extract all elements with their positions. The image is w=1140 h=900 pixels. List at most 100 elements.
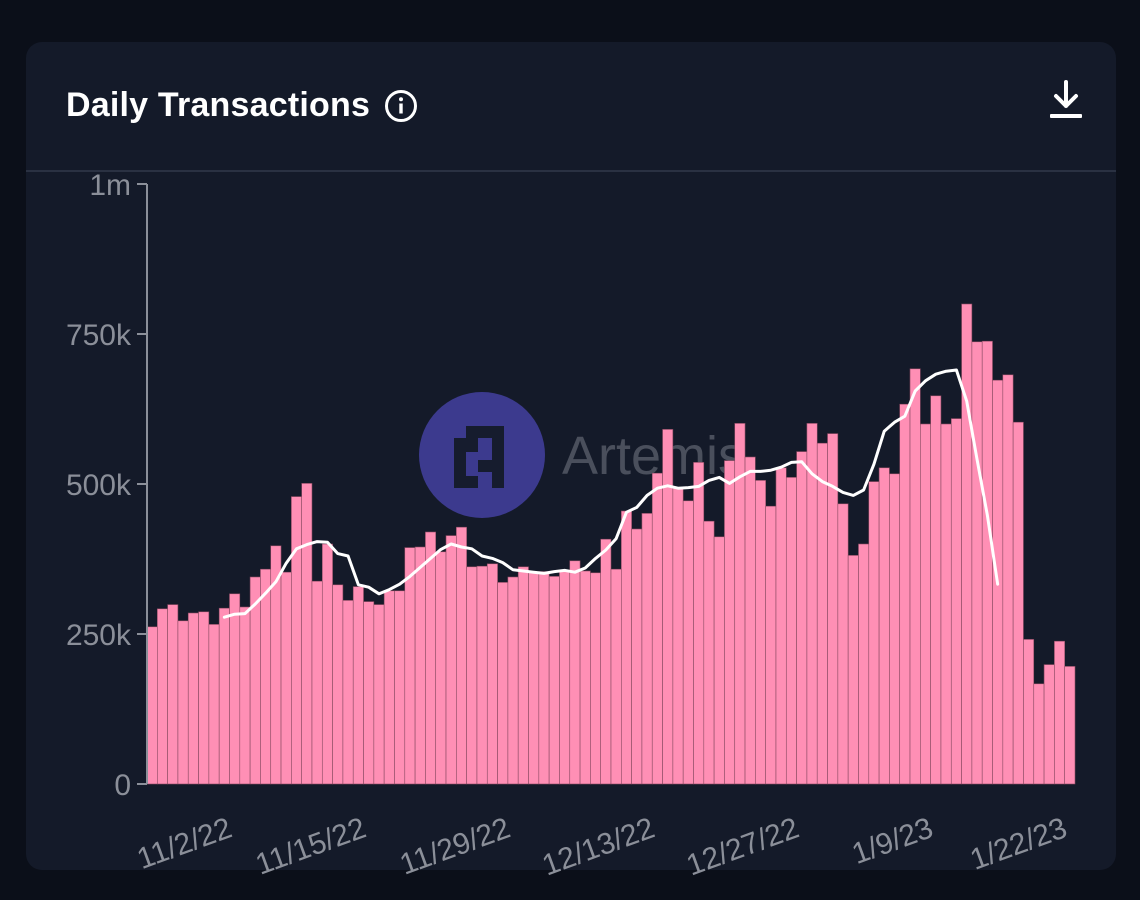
download-button[interactable] xyxy=(1046,78,1086,122)
bar xyxy=(868,481,880,785)
bar xyxy=(559,571,571,785)
y-tick-label: 500k xyxy=(66,469,132,502)
bar xyxy=(693,462,705,785)
bar xyxy=(497,582,509,785)
bar xyxy=(579,570,591,785)
moving-average-line xyxy=(222,368,1000,619)
line-layer xyxy=(222,368,1000,619)
bar xyxy=(260,568,272,785)
bar xyxy=(878,467,890,785)
bar xyxy=(394,590,406,785)
bar xyxy=(198,611,210,785)
bar xyxy=(157,608,168,785)
bar xyxy=(342,600,354,785)
bar xyxy=(373,604,385,785)
artemis-watermark: Artemis xyxy=(419,392,745,518)
bar xyxy=(445,535,457,785)
bar xyxy=(528,571,540,785)
x-tick-label: 1/22/23 xyxy=(966,811,1071,876)
bar xyxy=(301,483,313,785)
bar xyxy=(517,566,529,785)
card-header: Daily Transactions xyxy=(26,42,1116,172)
y-tick-label: 1m xyxy=(89,169,131,202)
x-tick-label: 1/9/23 xyxy=(848,811,938,871)
bar xyxy=(755,480,766,785)
bar xyxy=(321,543,333,785)
bar xyxy=(177,620,189,785)
bar xyxy=(167,604,179,785)
bar xyxy=(291,496,302,785)
bar xyxy=(940,423,952,785)
bar xyxy=(930,395,942,785)
bar xyxy=(466,566,478,785)
y-tick-label: 250k xyxy=(66,619,132,652)
bar xyxy=(146,626,158,785)
bar xyxy=(816,442,828,785)
bar xyxy=(744,456,756,785)
bar xyxy=(971,341,983,785)
bar xyxy=(641,513,653,785)
bar xyxy=(837,503,849,785)
bar xyxy=(569,560,581,785)
x-tick-label: 12/27/22 xyxy=(682,811,803,882)
bar xyxy=(858,543,870,785)
bar xyxy=(435,551,447,785)
bar xyxy=(239,606,251,785)
bar xyxy=(610,568,622,785)
artemis-logo-icon xyxy=(419,392,545,518)
bar xyxy=(662,429,674,785)
bar xyxy=(456,526,467,785)
bar xyxy=(404,547,416,785)
download-icon xyxy=(1050,80,1082,118)
info-circle-icon[interactable] xyxy=(384,89,418,123)
bar xyxy=(208,624,220,785)
chart-title: Daily Transactions xyxy=(66,86,371,124)
bar xyxy=(713,536,725,785)
x-tick-label: 12/13/22 xyxy=(538,811,659,882)
y-tick-label: 750k xyxy=(66,319,132,352)
bar xyxy=(920,423,931,785)
bar xyxy=(548,576,560,785)
bar xyxy=(590,572,601,785)
bar xyxy=(280,571,292,785)
bar xyxy=(1012,421,1024,785)
bar xyxy=(981,340,993,785)
y-tick-label: 0 xyxy=(114,769,131,802)
bar xyxy=(1043,664,1055,785)
bar xyxy=(950,418,962,785)
title-wrap: Daily Transactions xyxy=(66,86,418,125)
bar xyxy=(651,472,663,785)
x-tick-label: 11/29/22 xyxy=(396,811,515,881)
bar xyxy=(332,584,344,785)
bar xyxy=(1064,666,1076,785)
bar xyxy=(383,590,395,785)
bar xyxy=(703,520,715,785)
bar xyxy=(187,612,199,785)
x-tick-label: 11/2/22 xyxy=(133,811,236,875)
bar xyxy=(218,607,230,785)
bar xyxy=(899,403,911,785)
bar xyxy=(425,531,437,785)
bar xyxy=(600,538,612,785)
bar xyxy=(682,500,694,785)
bar xyxy=(476,565,488,785)
artemis-logo-mark xyxy=(454,426,504,488)
bar xyxy=(311,580,323,785)
bar xyxy=(1033,683,1045,785)
bar xyxy=(909,368,921,785)
bar xyxy=(889,473,901,785)
bar xyxy=(507,576,519,785)
bar xyxy=(765,505,777,785)
bar xyxy=(486,563,498,785)
bars-layer xyxy=(146,303,1076,785)
bar xyxy=(229,593,241,785)
bar xyxy=(621,510,632,785)
bar xyxy=(847,555,859,785)
bar xyxy=(1023,639,1035,785)
bar xyxy=(414,546,426,785)
bar xyxy=(363,601,375,785)
bar xyxy=(785,477,797,785)
bar xyxy=(724,460,736,785)
x-tick-label: 11/15/22 xyxy=(251,811,370,881)
